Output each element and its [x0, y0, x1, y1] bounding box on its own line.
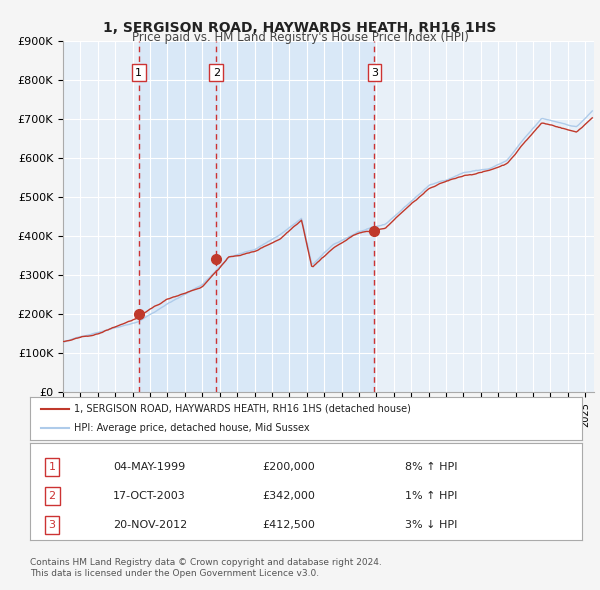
Text: 2: 2	[212, 67, 220, 77]
Bar	[139, 41, 216, 392]
Text: Contains HM Land Registry data © Crown copyright and database right 2024.: Contains HM Land Registry data © Crown c…	[30, 558, 382, 566]
Text: 1: 1	[135, 67, 142, 77]
Text: 1: 1	[49, 462, 56, 472]
Text: 3% ↓ HPI: 3% ↓ HPI	[406, 520, 458, 530]
Text: £342,000: £342,000	[262, 491, 315, 501]
Text: £412,500: £412,500	[262, 520, 315, 530]
Text: 17-OCT-2003: 17-OCT-2003	[113, 491, 185, 501]
Text: Price paid vs. HM Land Registry's House Price Index (HPI): Price paid vs. HM Land Registry's House …	[131, 31, 469, 44]
Text: 3: 3	[49, 520, 56, 530]
Text: HPI: Average price, detached house, Mid Sussex: HPI: Average price, detached house, Mid …	[74, 422, 310, 432]
Text: 1, SERGISON ROAD, HAYWARDS HEATH, RH16 1HS (detached house): 1, SERGISON ROAD, HAYWARDS HEATH, RH16 1…	[74, 404, 411, 414]
Bar	[216, 41, 374, 392]
Text: 2: 2	[49, 491, 56, 501]
Text: 04-MAY-1999: 04-MAY-1999	[113, 462, 185, 472]
Text: 20-NOV-2012: 20-NOV-2012	[113, 520, 187, 530]
Text: This data is licensed under the Open Government Licence v3.0.: This data is licensed under the Open Gov…	[30, 569, 319, 578]
Text: 1, SERGISON ROAD, HAYWARDS HEATH, RH16 1HS: 1, SERGISON ROAD, HAYWARDS HEATH, RH16 1…	[103, 21, 497, 35]
Text: £200,000: £200,000	[262, 462, 314, 472]
Text: 3: 3	[371, 67, 378, 77]
Text: 8% ↑ HPI: 8% ↑ HPI	[406, 462, 458, 472]
Text: 1% ↑ HPI: 1% ↑ HPI	[406, 491, 458, 501]
